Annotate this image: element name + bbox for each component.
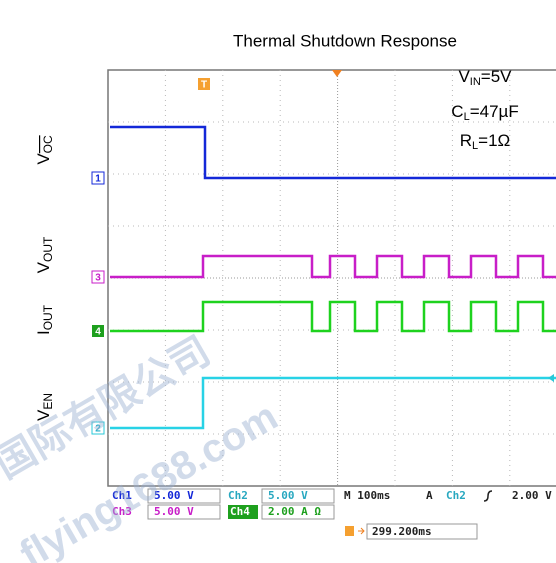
ch3-label: Ch3 <box>112 505 132 518</box>
ch2-label: Ch2 <box>228 489 248 502</box>
field-box <box>261 488 335 504</box>
grid <box>108 70 556 486</box>
ch4-scale: 2.00 A Ω <box>268 505 321 518</box>
ch1-label: Ch1 <box>112 489 132 502</box>
center-marker <box>332 70 342 77</box>
position: 299.200ms <box>372 525 432 538</box>
field-box <box>147 504 221 520</box>
ch4-label: Ch4 <box>230 505 250 518</box>
annotation: VIN=5V <box>458 67 512 87</box>
position-arrow <box>358 527 365 535</box>
timebase: M 100ms <box>344 489 390 502</box>
channel-marker: 4 <box>95 327 101 338</box>
channel-marker: 3 <box>95 273 101 284</box>
channel-marker: 2 <box>95 424 101 435</box>
trigger-marker: T <box>201 80 207 91</box>
field-box <box>261 504 335 520</box>
edge-icon <box>483 490 493 502</box>
channel-marker: 1 <box>95 174 101 185</box>
signal-labels: VOC VOUT IOUT VEN <box>34 135 55 421</box>
trigger-level-arrow <box>548 374 554 382</box>
field-box <box>366 523 478 540</box>
ch3-scale: 5.00 V <box>154 505 194 518</box>
position-icon <box>345 526 354 536</box>
field-box <box>147 488 221 504</box>
marker-box <box>91 421 105 435</box>
ch4-badge <box>228 505 258 519</box>
trigger-source: Ch2 <box>446 489 466 502</box>
marker-box <box>92 325 104 337</box>
trace-ch1 <box>110 125 556 180</box>
ch2-scale: 5.00 V <box>268 489 308 502</box>
title: Thermal Shutdown Response <box>233 31 457 50</box>
scope-screen: T <box>107 69 556 487</box>
signal-label: VEN <box>34 393 55 421</box>
annotations: VIN=5V CL=47µF RL=1Ω <box>451 67 518 151</box>
trigger-level: 2.00 V <box>512 489 552 502</box>
trace-ch4 <box>110 300 556 333</box>
status-bar: Ch1 5.00 V Ch2 5.00 V M 100ms A Ch2 2.00… <box>108 487 556 540</box>
trigger-mode: A <box>426 489 433 502</box>
signal-label: VOC <box>34 135 55 165</box>
annotation: CL=47µF <box>451 102 518 122</box>
marker-box <box>91 171 105 185</box>
annotation: RL=1Ω <box>460 131 511 151</box>
signal-label: IOUT <box>34 304 55 335</box>
marker-box <box>91 270 105 284</box>
signal-label: VOUT <box>34 236 55 273</box>
trace-ch2 <box>110 376 556 430</box>
trace-ch3 <box>110 254 556 279</box>
trigger-marker-box <box>198 78 210 90</box>
ch1-scale: 5.00 V <box>154 489 194 502</box>
